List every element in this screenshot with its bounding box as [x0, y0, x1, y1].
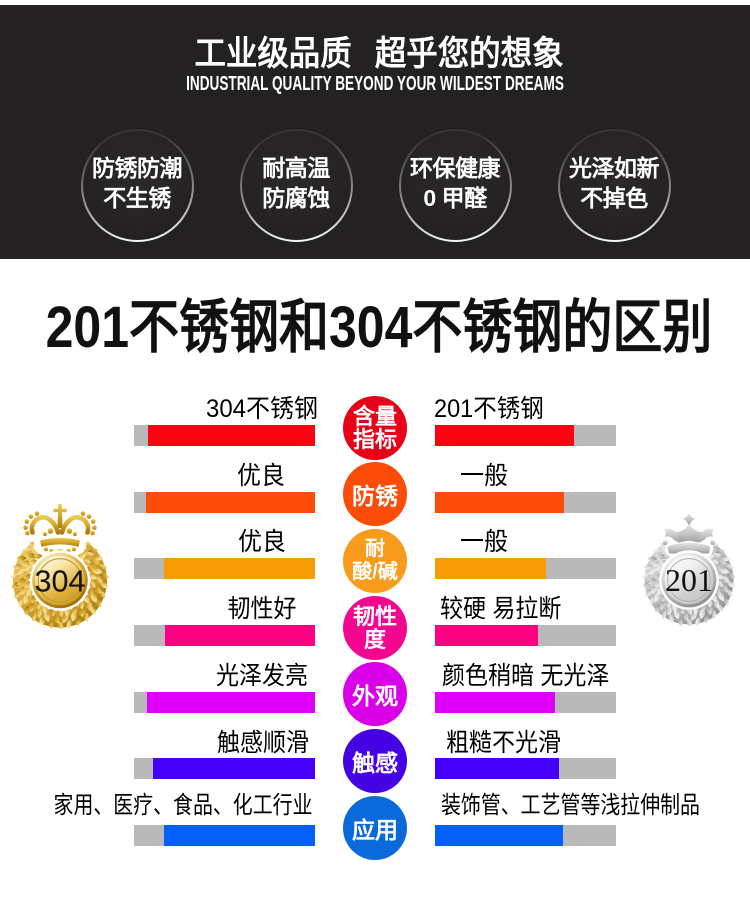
svg-text:201: 201 [665, 562, 713, 598]
svg-text:304: 304 [35, 565, 86, 599]
